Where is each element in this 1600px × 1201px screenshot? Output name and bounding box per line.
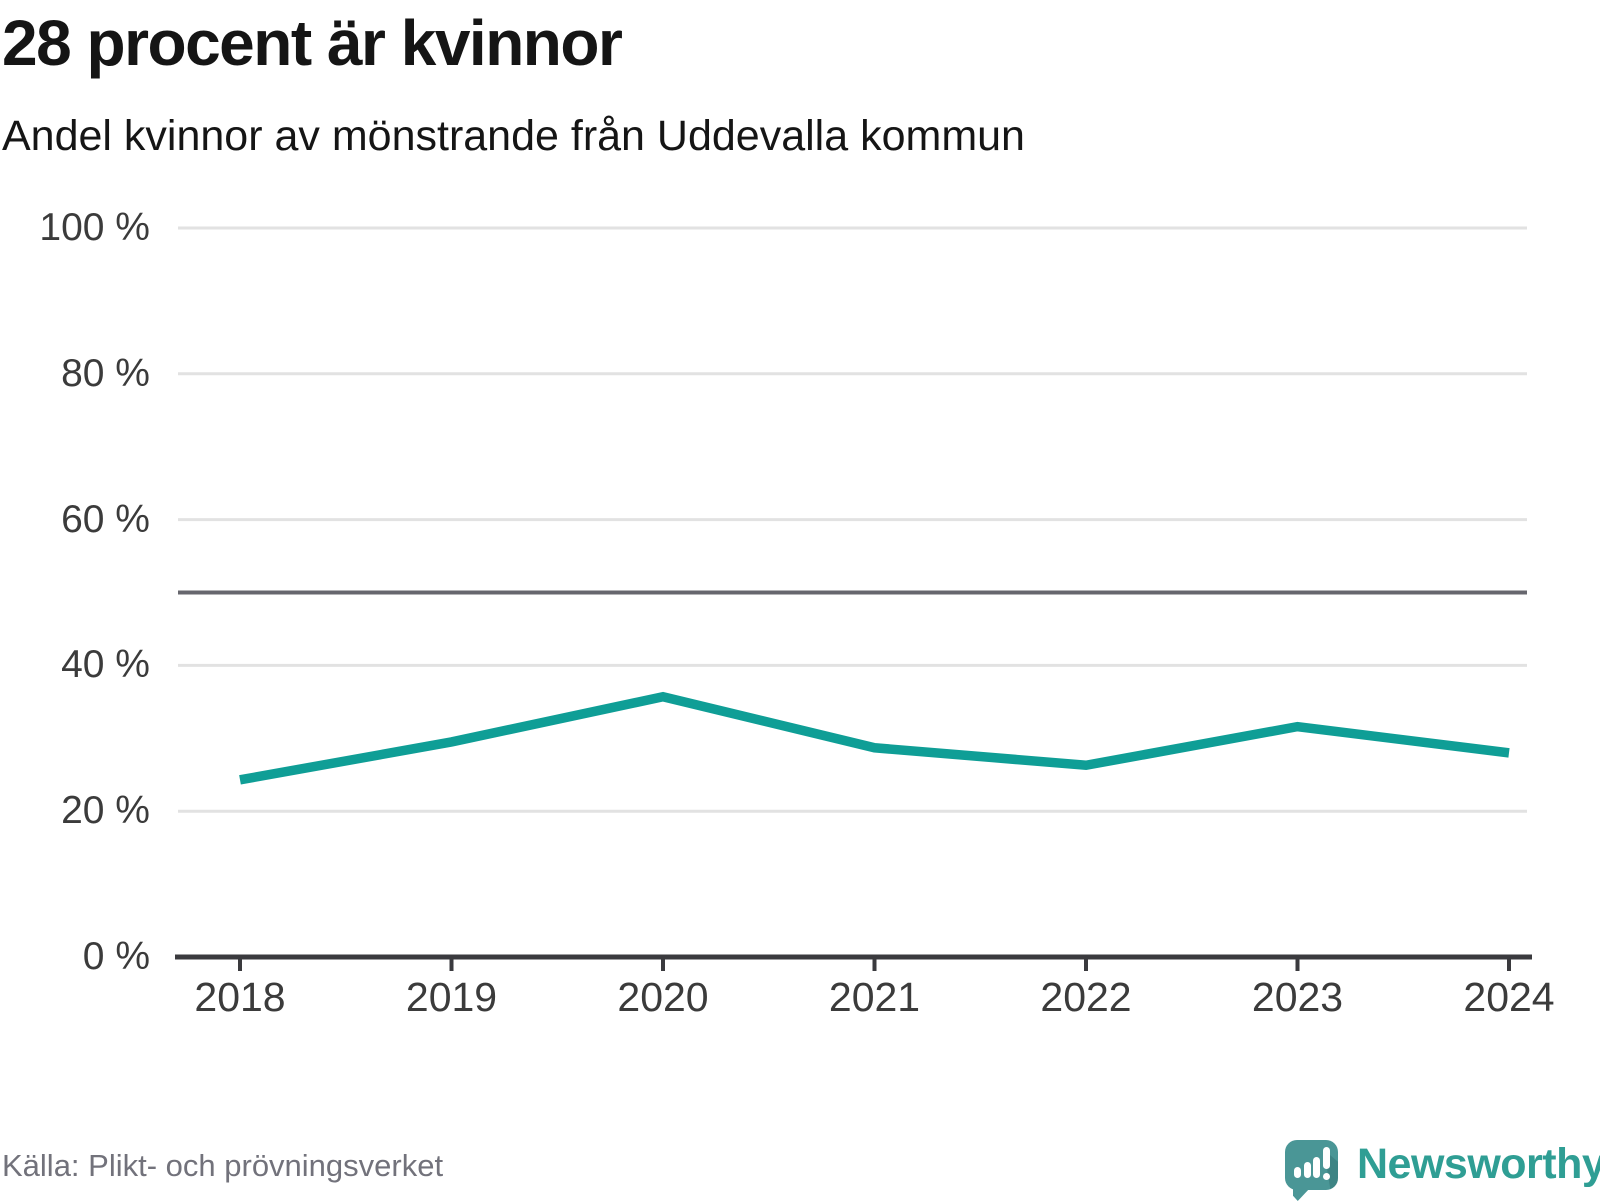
logo-bubble-tail	[1293, 1188, 1310, 1201]
x-axis-label-2024: 2024	[1463, 974, 1555, 1020]
logo-exclamation-icon	[1322, 1147, 1330, 1169]
x-axis-label-2021: 2021	[828, 974, 921, 1020]
y-axis-label-100: 100 %	[39, 206, 150, 249]
newsworthy-logo: Newsworthy	[1285, 1138, 1600, 1201]
logo-bar-icon	[1294, 1167, 1301, 1178]
chart-subtitle: Andel kvinnor av mönstrande från Uddeval…	[2, 112, 1025, 160]
chart-title: 28 procent är kvinnor	[2, 7, 623, 79]
source-note: Källa: Plikt- och prövningsverket	[2, 1148, 444, 1183]
x-axis-label-2018: 2018	[194, 974, 286, 1020]
newsworthy-logo-icon	[1285, 1140, 1338, 1190]
y-axis-label-60: 60 %	[61, 497, 150, 541]
x-axis-label-2022: 2022	[1040, 974, 1132, 1020]
y-axis-label-0: 0 %	[82, 935, 150, 978]
y-axis-label-40: 40 %	[61, 643, 150, 687]
x-axis-label-2019: 2019	[405, 974, 498, 1020]
logo-bar-icon	[1313, 1157, 1320, 1178]
x-axis-label-2023: 2023	[1251, 974, 1344, 1020]
x-axis-label-2020: 2020	[617, 974, 709, 1020]
brand-name: Newsworthy	[1357, 1140, 1600, 1188]
y-axis-label-20: 20 %	[61, 789, 150, 833]
logo-bar-icon	[1303, 1162, 1311, 1178]
logo-exclamation-dot	[1322, 1173, 1330, 1180]
data-line-andel-kvinnor	[239, 691, 1510, 785]
y-axis-label-80: 80 %	[61, 351, 150, 395]
